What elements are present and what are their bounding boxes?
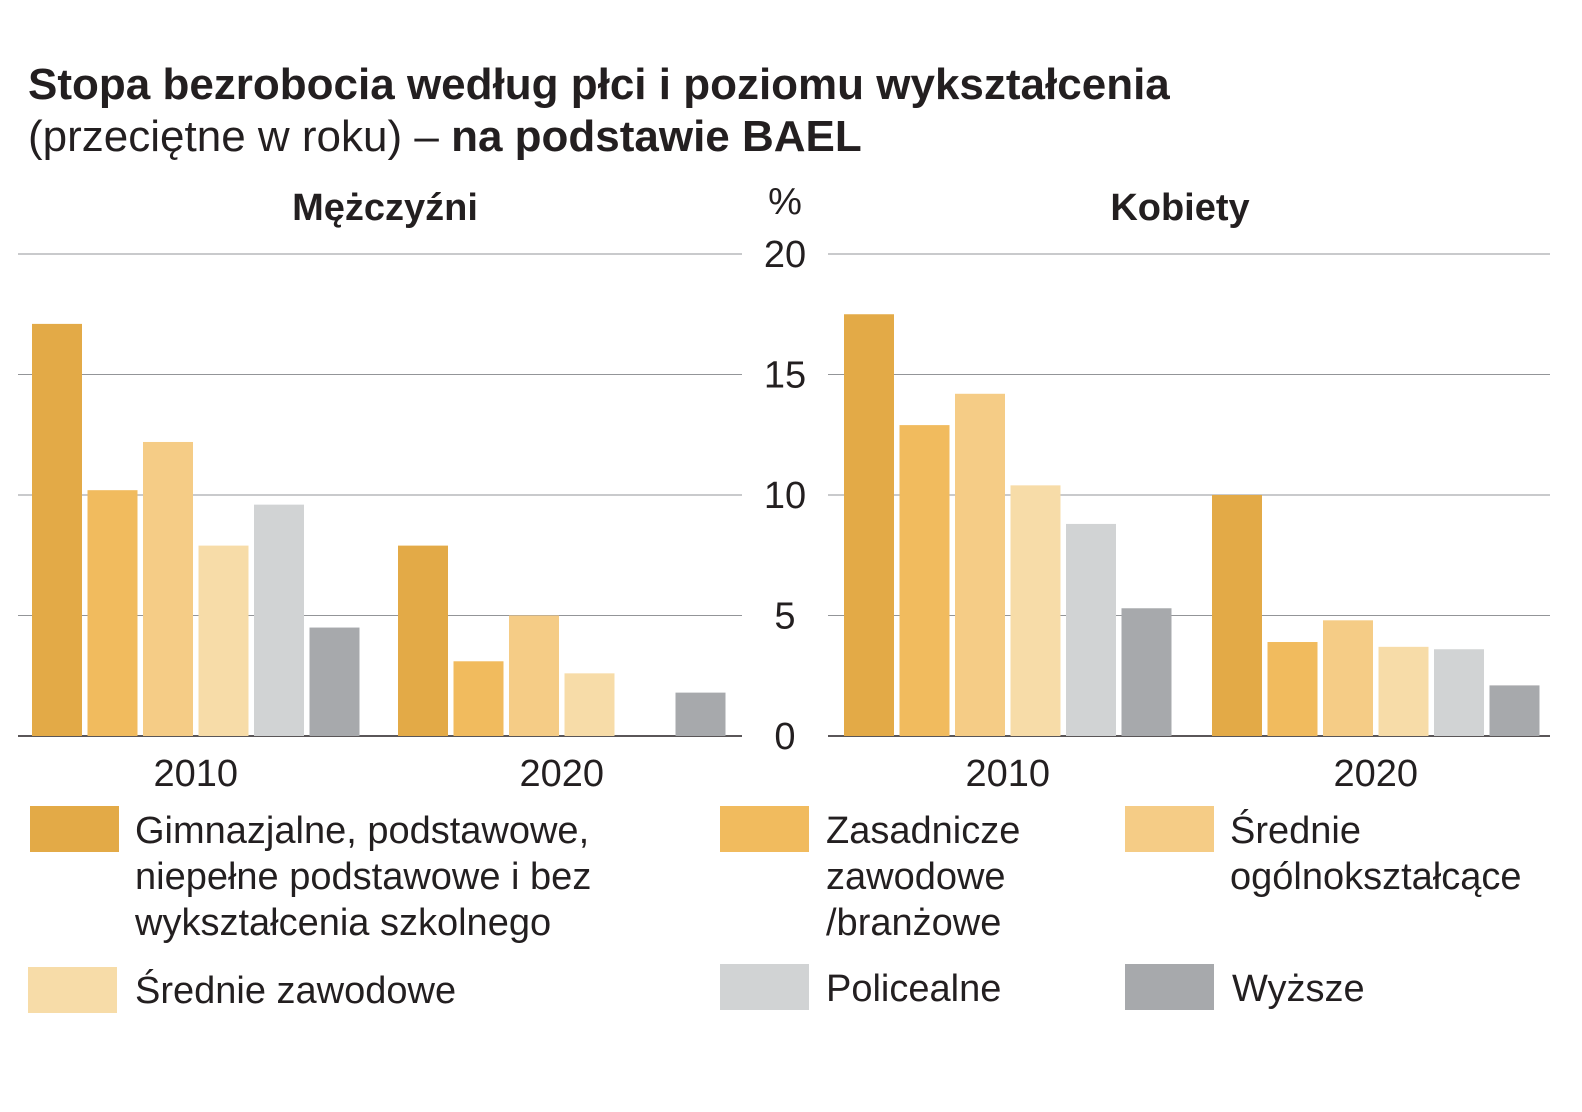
bar-0-0-2 [143, 441, 193, 736]
legend-swatch-0 [30, 806, 119, 852]
bar-0-0-5 [309, 627, 360, 736]
legend-label-4: Policealne [826, 968, 1002, 1010]
category-label-1-1: 2020 [1333, 753, 1418, 795]
bar-1-1-3 [1378, 646, 1429, 736]
y-tick-label-15: 15 [764, 355, 806, 397]
panel-title-1: Kobiety [1110, 187, 1249, 229]
y-unit-label: % [768, 181, 802, 223]
bar-0-0-1 [87, 490, 138, 736]
panel-title-0: Mężczyźni [292, 187, 478, 229]
y-tick-label-10: 10 [764, 475, 806, 517]
subtitle-bold: na podstawie BAEL [451, 112, 862, 161]
y-tick-label-20: 20 [764, 234, 806, 276]
y-tick-label-5: 5 [774, 596, 795, 638]
bar-1-0-4 [1066, 523, 1116, 736]
bar-1-1-2 [1323, 620, 1373, 736]
bar-1-0-0 [844, 314, 894, 736]
chart-title: Stopa bezrobocia według płci i poziomu w… [28, 60, 1170, 109]
legend-label-1: Zasadnicze zawodowe /branżowe [826, 810, 1021, 944]
legend-label-0: Gimnazjalne, podstawowe, niepełne podsta… [135, 810, 592, 944]
bar-1-1-4 [1434, 649, 1484, 736]
chart-subtitle: (przeciętne w roku) – na podstawie BAEL [28, 112, 862, 162]
bar-1-0-5 [1121, 608, 1172, 736]
legend-label-2: Średnie ogólnokształcące [1230, 810, 1522, 898]
bar-0-1-0 [398, 545, 448, 736]
bar-0-1-5 [675, 692, 726, 736]
subtitle-plain: (przeciętne w roku) – [28, 112, 452, 161]
bar-1-0-3 [1010, 485, 1061, 736]
legend-swatch-1 [720, 806, 809, 852]
bar-1-0-1 [899, 425, 950, 736]
bar-0-1-2 [509, 615, 559, 736]
bar-0-0-3 [198, 545, 249, 736]
y-tick-label-0: 0 [774, 716, 795, 758]
bar-1-0-2 [955, 393, 1005, 736]
category-label-1-0: 2010 [965, 753, 1050, 795]
legend-swatch-3 [28, 967, 117, 1013]
bar-0-1-3 [564, 673, 615, 736]
bar-0-0-0 [32, 323, 82, 736]
bar-1-1-5 [1489, 685, 1540, 736]
legend-swatch-5 [1125, 964, 1214, 1010]
bar-0-0-4 [254, 504, 304, 736]
legend-swatch-4 [720, 964, 809, 1010]
legend-swatch-2 [1125, 806, 1214, 852]
category-label-0-0: 2010 [153, 753, 238, 795]
legend-label-3: Średnie zawodowe [135, 970, 457, 1012]
legend-label-5: Wyższe [1232, 968, 1365, 1010]
bar-1-1-0 [1212, 495, 1262, 736]
category-label-0-1: 2020 [519, 753, 604, 795]
bar-1-1-1 [1267, 642, 1318, 736]
bar-0-1-1 [453, 661, 504, 736]
